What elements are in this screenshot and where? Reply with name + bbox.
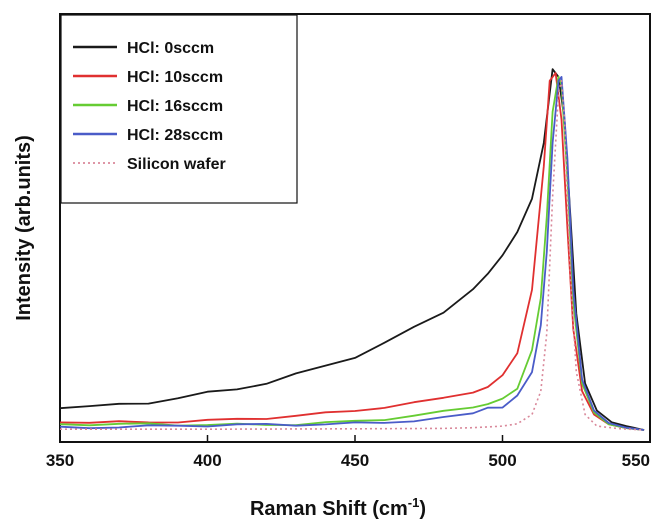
x-axis-title-main: Raman Shift (cm bbox=[250, 498, 408, 520]
x-axis-title: Raman Shift (cm-1) bbox=[250, 495, 426, 520]
x-tick-label: 550 bbox=[622, 451, 650, 470]
series-line-4 bbox=[59, 76, 645, 431]
x-tick-label: 500 bbox=[488, 451, 516, 470]
x-axis-title-superscript: -1 bbox=[408, 495, 420, 510]
x-axis-ticks: 350 400 450 500 550 bbox=[46, 435, 651, 470]
legend-label: HCl: 16sccm bbox=[127, 98, 223, 115]
series-line-5 bbox=[60, 80, 645, 431]
series-line-1 bbox=[59, 68, 645, 431]
x-tick-label: 400 bbox=[193, 451, 221, 470]
x-axis-title-close: ) bbox=[419, 498, 426, 520]
y-axis-title: Intensity (arb.units) bbox=[13, 135, 35, 321]
legend-items: HCl: 0sccm HCl: 10sccm HCl: 16sccm HCl: 28s… bbox=[73, 40, 226, 173]
legend-box bbox=[60, 14, 298, 204]
legend-label: HCl: 28sccm bbox=[127, 127, 223, 144]
legend: HCl: 0sccm HCl: 10sccm HCl: 16sccm HCl: 28s… bbox=[60, 14, 298, 204]
x-tick-label: 350 bbox=[46, 451, 74, 470]
x-tick-label: 450 bbox=[341, 451, 369, 470]
series-line-3 bbox=[59, 76, 645, 431]
legend-label: Silicon wafer bbox=[127, 156, 226, 173]
legend-label: HCl: 10sccm bbox=[127, 69, 223, 86]
legend-label: HCl: 0sccm bbox=[127, 40, 214, 57]
series-layer bbox=[59, 68, 645, 431]
